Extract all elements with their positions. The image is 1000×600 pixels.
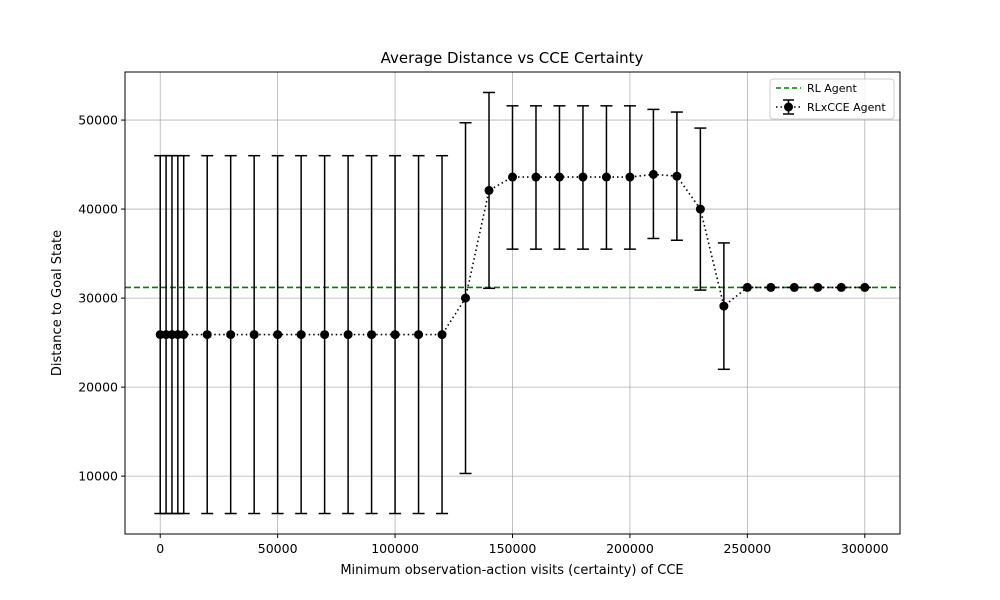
y-tick-label: 20000	[78, 380, 118, 395]
data-point	[672, 171, 682, 181]
x-tick-label: 200000	[606, 541, 654, 556]
x-axis-label: Minimum observation-action visits (certa…	[340, 563, 683, 578]
x-tick-label: 100000	[371, 541, 419, 556]
x-axis-ticks: 0 50000 100000 150000 200000 250000 300000	[156, 534, 889, 556]
data-point	[367, 330, 377, 340]
data-point	[531, 172, 541, 182]
y-tick-label: 10000	[78, 469, 118, 484]
x-tick-label: 150000	[489, 541, 537, 556]
data-point	[625, 172, 635, 182]
data-point	[437, 330, 447, 340]
data-point	[343, 330, 353, 340]
chart-title: Average Distance vs CCE Certainty	[381, 49, 644, 67]
y-tick-label: 30000	[78, 291, 118, 306]
data-point	[648, 169, 658, 179]
y-tick-label: 40000	[78, 202, 118, 217]
x-tick-label: 0	[156, 541, 164, 556]
data-point	[296, 330, 306, 340]
data-point	[578, 172, 588, 182]
data-point	[226, 330, 236, 340]
series-line-rlxcce-agent	[160, 173, 865, 336]
y-axis-ticks: 10000 20000 30000 40000 50000	[78, 113, 125, 484]
data-point	[719, 301, 729, 311]
data-point	[554, 172, 564, 182]
x-tick-label: 300000	[841, 541, 889, 556]
x-tick-label: 250000	[723, 541, 771, 556]
legend-box	[769, 78, 895, 120]
data-point	[836, 282, 846, 292]
data-point	[789, 282, 799, 292]
legend-rl-agent-label: RL Agent	[807, 82, 858, 95]
data-point	[742, 282, 752, 292]
data-point	[695, 204, 705, 214]
legend-rlxcce-agent-swatch-marker	[784, 102, 793, 112]
plot-area	[154, 91, 871, 515]
data-point	[508, 172, 517, 182]
data-point	[273, 330, 283, 340]
data-point	[461, 293, 471, 303]
data-point	[320, 330, 330, 340]
y-axis-label: Distance to Goal State	[50, 230, 65, 376]
data-point	[766, 282, 776, 292]
data-point	[414, 330, 424, 340]
data-point	[202, 330, 212, 340]
data-point	[813, 282, 823, 292]
data-point	[249, 330, 259, 340]
legend-rlxcce-agent-label: RLxCCE Agent	[807, 101, 886, 114]
legend: RL Agent RLxCCE Agent	[769, 78, 895, 120]
data-point	[860, 282, 870, 292]
data-point	[484, 185, 494, 195]
x-tick-label: 50000	[258, 541, 298, 556]
data-point	[601, 172, 611, 182]
data-point	[179, 330, 189, 340]
data-point	[390, 330, 400, 340]
y-tick-label: 50000	[78, 113, 118, 128]
